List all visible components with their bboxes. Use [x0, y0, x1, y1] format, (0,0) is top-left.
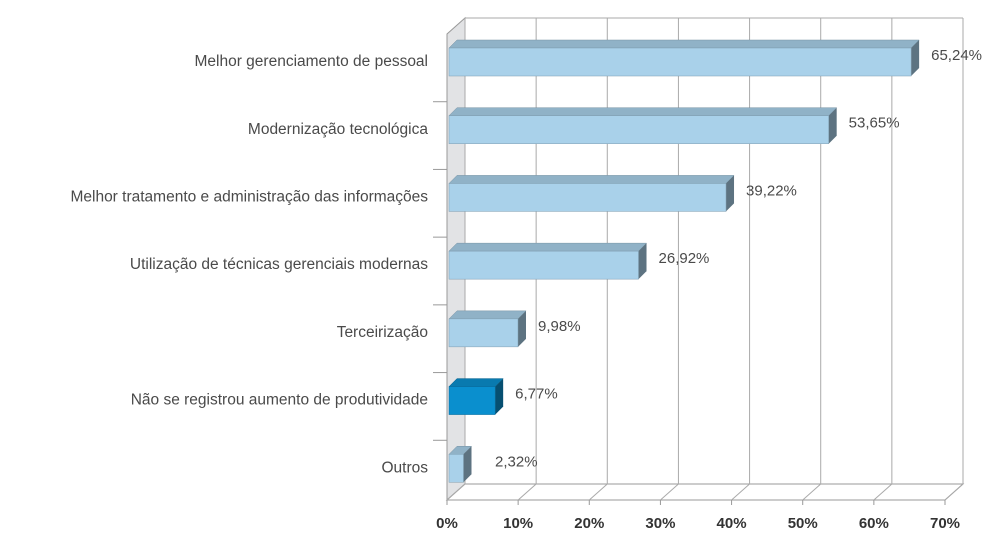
value-label: 9,98% [538, 318, 581, 335]
bar-side [463, 446, 472, 483]
value-label: 65,24% [931, 47, 982, 64]
bar-top [448, 378, 504, 387]
bar-side [638, 243, 647, 280]
category-label: Outros [381, 459, 428, 476]
bar-top [448, 107, 838, 116]
value-label: 6,77% [515, 386, 558, 403]
x-tick-label: 60% [859, 515, 889, 532]
bar [448, 454, 464, 483]
floor-grid-line [446, 483, 466, 501]
value-label: 2,32% [495, 453, 538, 470]
category-label: Modernização tecnológica [248, 121, 428, 138]
value-label: 53,65% [849, 115, 900, 132]
bar [448, 47, 912, 77]
bar [448, 183, 727, 212]
x-tick-label: 30% [645, 515, 675, 532]
floor-grid-line [873, 483, 893, 501]
bar-side [828, 107, 837, 144]
x-tick-label: 50% [788, 515, 818, 532]
bar [448, 115, 829, 144]
bar [448, 386, 496, 415]
floor-grid-line [660, 483, 679, 501]
bar-top [448, 175, 735, 184]
category-label: Utilização de técnicas gerenciais modern… [130, 256, 428, 273]
bar [448, 318, 519, 348]
x-tick-label: 0% [436, 515, 458, 532]
bar-side [911, 40, 920, 76]
floor-grid-line [944, 483, 964, 501]
bar-side [518, 310, 527, 347]
x-tick-label: 70% [930, 515, 960, 532]
bar-top [448, 39, 920, 49]
floor-grid-line [517, 483, 537, 501]
floor-grid-line [731, 483, 750, 501]
x-tick-label: 10% [503, 515, 533, 532]
bar [448, 250, 639, 280]
bar-side [726, 175, 735, 212]
category-label: Melhor tratamento e administração das in… [70, 189, 428, 206]
bar-top [448, 242, 648, 252]
bar-side [495, 378, 504, 415]
value-label: 26,92% [659, 250, 710, 267]
value-label: 39,22% [746, 182, 797, 199]
category-label: Melhor gerenciamento de pessoal [195, 53, 429, 70]
category-label: Não se registrou aumento de produtividad… [131, 392, 428, 409]
x-tick-label: 20% [574, 515, 604, 532]
x-tick-label: 40% [717, 515, 747, 532]
floor [445, 483, 965, 501]
category-label: Terceirização [337, 324, 428, 341]
floor-grid-line [802, 483, 822, 501]
bar-top [448, 310, 527, 320]
floor-grid-line [588, 483, 608, 501]
